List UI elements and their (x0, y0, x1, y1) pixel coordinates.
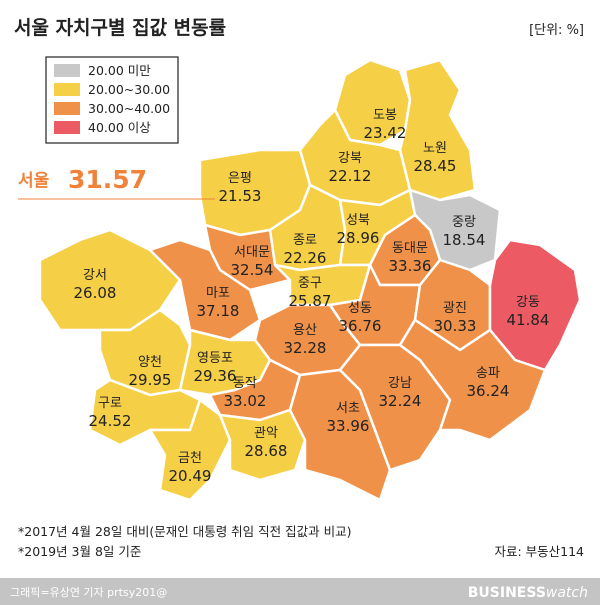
brand-bold: BUSINESS (468, 585, 546, 601)
district-value: 36.24 (467, 382, 510, 400)
legend-swatch (54, 102, 80, 115)
district-name: 강남 (388, 376, 412, 391)
district-name: 용산 (293, 323, 317, 338)
legend-swatch (54, 121, 80, 134)
headline-name: 서울 (18, 171, 50, 191)
note: *2019년 3월 8일 기준 (18, 544, 141, 559)
district-value: 28.45 (414, 157, 457, 175)
district-value: 32.54 (231, 261, 274, 279)
district (148, 398, 232, 502)
legend-swatch (54, 64, 80, 77)
district (148, 238, 262, 342)
district-name: 관악 (254, 426, 278, 441)
district-name: 강동 (516, 295, 540, 310)
district-value: 28.96 (337, 229, 380, 247)
district-name: 광진 (443, 301, 467, 316)
district-value: 20.49 (169, 467, 212, 485)
map: 도봉23.42노원28.45강북22.12은평21.53종로22.26성북28.… (38, 58, 582, 502)
legend-label: 20.00 미만 (88, 63, 151, 78)
district-value: 32.28 (284, 339, 327, 357)
district-name: 양천 (138, 355, 162, 370)
district-name: 성북 (346, 213, 370, 228)
district (218, 408, 307, 482)
brand: BUSINESSwatch (468, 585, 588, 601)
district-name: 마포 (206, 286, 230, 301)
district-value: 28.68 (245, 442, 288, 460)
district-name: 서초 (336, 401, 360, 416)
legend-label: 30.00~40.00 (88, 101, 170, 116)
district (398, 58, 477, 202)
district-value: 29.95 (129, 371, 172, 389)
district-value: 37.18 (197, 302, 240, 320)
source: 자료: 부동산114 (494, 544, 584, 559)
district-value: 22.26 (284, 249, 327, 267)
district-value: 26.08 (74, 284, 117, 302)
title: 서울 자치구별 집값 변동률 (14, 17, 226, 39)
district-name: 영등포 (197, 351, 233, 366)
district-value: 32.24 (379, 392, 422, 410)
district-value: 41.84 (507, 311, 550, 329)
district-name: 종로 (293, 233, 317, 248)
district-name: 은평 (228, 171, 252, 186)
district-value: 22.12 (329, 167, 372, 185)
district-name: 성동 (348, 301, 372, 316)
district-name: 노원 (423, 141, 447, 156)
legend-swatch (54, 83, 80, 96)
unit: [단위: %] (529, 23, 584, 38)
district-value: 29.36 (194, 367, 237, 385)
district-name: 도봉 (373, 108, 397, 123)
district-value: 23.42 (364, 124, 407, 142)
brand-light: watch (546, 585, 588, 601)
district-value: 33.36 (389, 257, 432, 275)
district-name: 금천 (178, 451, 202, 466)
district-name: 중구 (298, 276, 322, 291)
district-value: 30.33 (434, 317, 477, 335)
legend-label: 20.00~30.00 (88, 82, 170, 97)
district-value: 21.53 (219, 187, 262, 205)
district-value: 33.96 (327, 417, 370, 435)
district-value: 36.76 (339, 317, 382, 335)
district-value: 25.87 (289, 292, 332, 310)
credit: 그래픽=유상연 기자 prtsy201@ (10, 586, 167, 599)
note: *2017년 4월 28일 대비(문재인 대통령 취임 직전 집값과 비교) (18, 524, 351, 539)
district-value: 33.02 (224, 392, 267, 410)
district-name: 중랑 (452, 215, 476, 230)
legend: 20.00 미만 20.00~30.00 30.00~40.00 40.00 이상 (54, 63, 170, 135)
district-name: 서대문 (234, 245, 270, 260)
district (398, 318, 547, 442)
district-name: 강북 (338, 151, 362, 166)
headline-value: 31.57 (68, 165, 147, 194)
district-value: 18.54 (443, 231, 486, 249)
district-name: 동작 (233, 376, 257, 391)
district-value: 24.52 (89, 412, 132, 430)
district-name: 동대문 (392, 241, 428, 256)
district-name: 구로 (98, 396, 122, 411)
district-name: 송파 (476, 366, 500, 381)
legend-label: 40.00 이상 (88, 120, 151, 135)
district-name: 강서 (83, 268, 107, 283)
footer-bar (0, 578, 600, 605)
